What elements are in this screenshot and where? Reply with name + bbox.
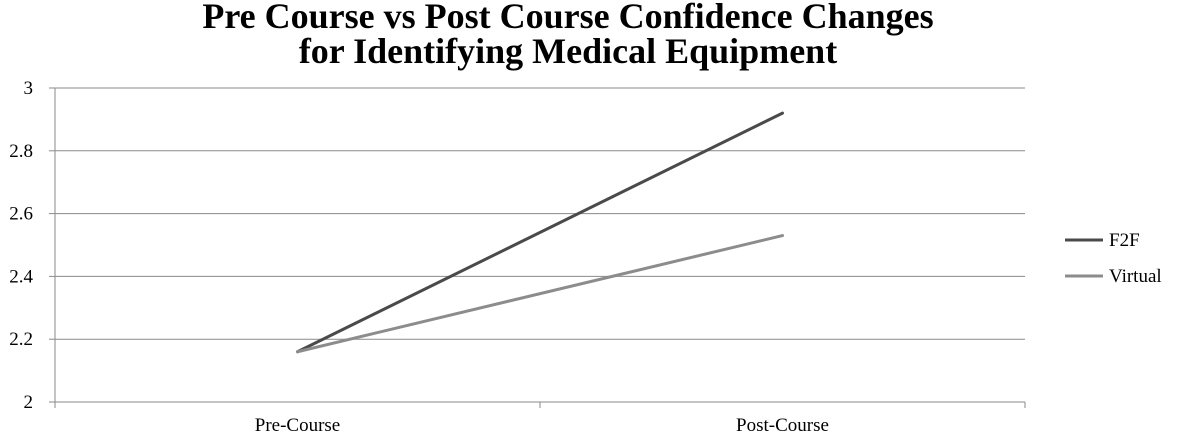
y-tick-label-5: 3 <box>24 78 34 99</box>
y-axis-tick-labels: 2 2.2 2.4 2.6 2.8 3 <box>9 78 55 413</box>
series-line-virtual <box>296 234 784 354</box>
y-tick-label-4: 2.8 <box>9 141 33 162</box>
legend: F2F Virtual <box>1065 230 1162 287</box>
chart-title-line-2: for Identifying Medical Equipment <box>299 31 837 71</box>
legend-label-virtual: Virtual <box>1109 266 1162 287</box>
y-tick-label-0: 2 <box>24 392 34 413</box>
y-tick-label-1: 2.2 <box>9 329 33 350</box>
series-lines <box>296 111 784 354</box>
x-axis-tick-labels: Pre-Course Post-Course <box>54 402 1026 433</box>
gridlines <box>55 87 1025 340</box>
series-line-f2f <box>296 111 784 354</box>
legend-label-f2f: F2F <box>1109 230 1140 251</box>
y-tick-label-3: 2.6 <box>9 204 33 225</box>
x-tick-label-1: Post-Course <box>736 415 829 433</box>
chart-title: Pre Course vs Post Course Confidence Cha… <box>202 0 933 71</box>
x-tick-label-0: Pre-Course <box>255 415 340 433</box>
chart-title-line-1: Pre Course vs Post Course Confidence Cha… <box>202 0 933 36</box>
y-tick-label-2: 2.4 <box>9 266 33 287</box>
axes <box>54 88 1025 403</box>
